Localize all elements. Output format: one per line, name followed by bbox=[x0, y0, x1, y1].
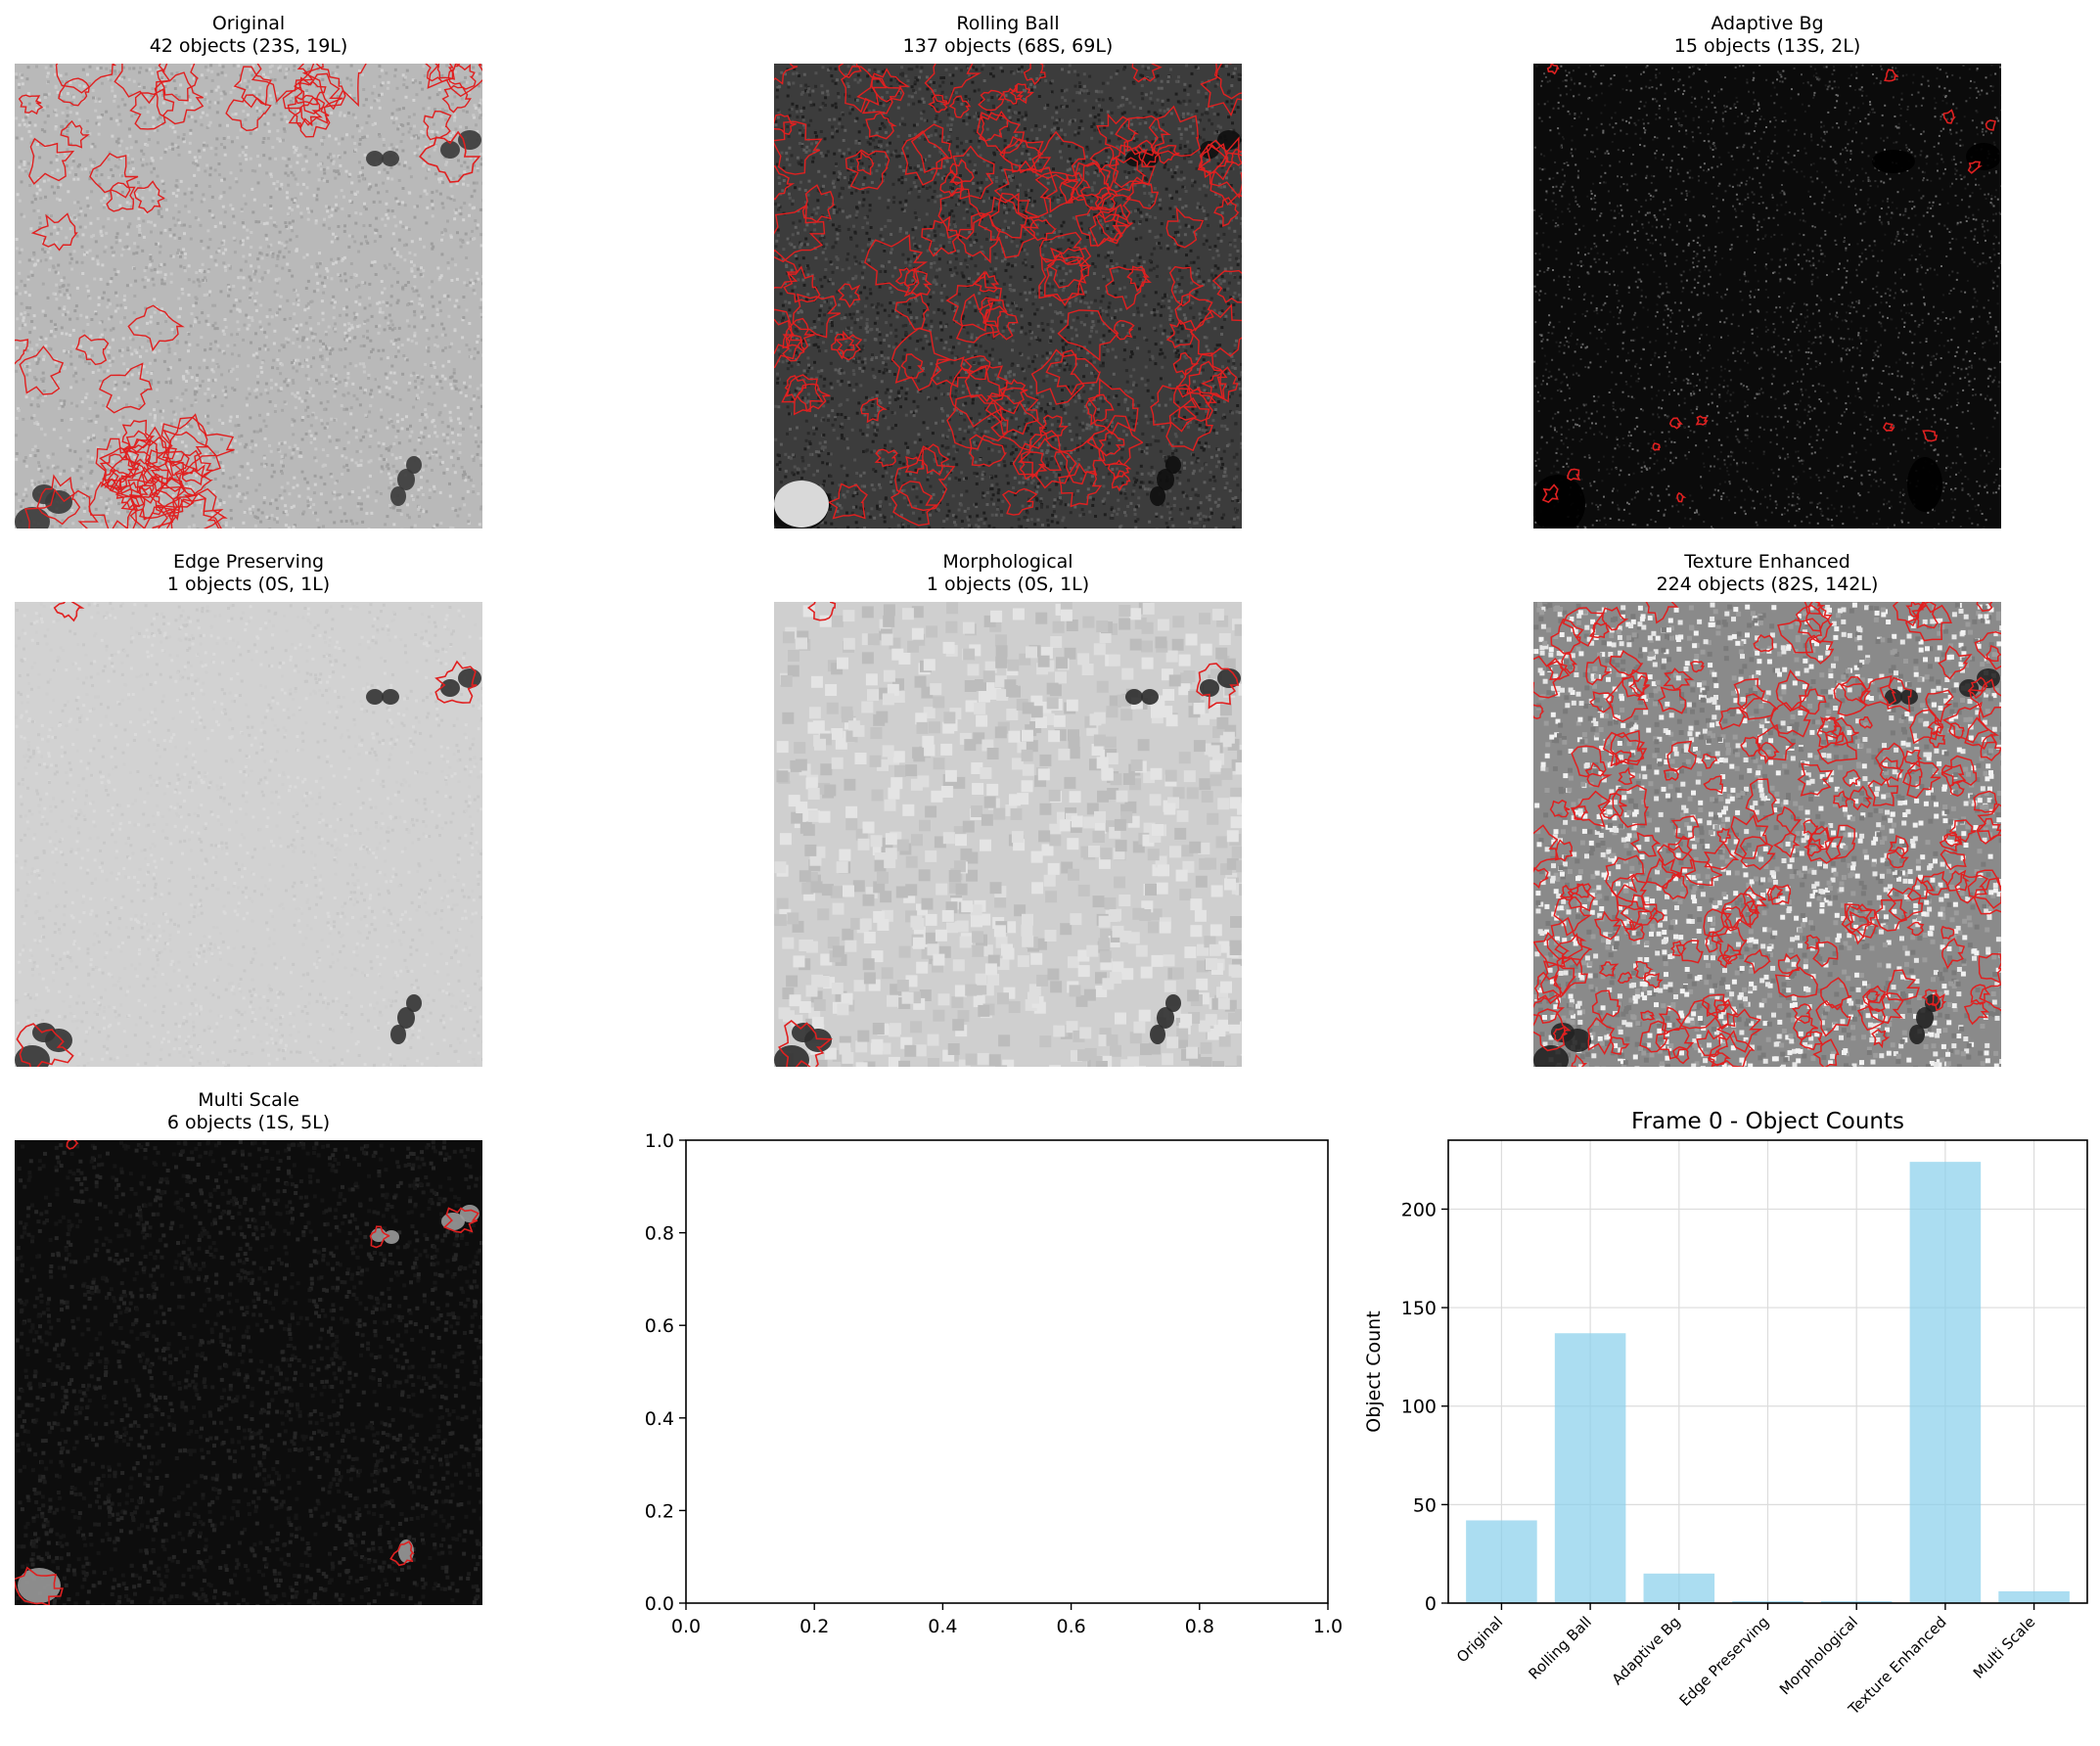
y-tick-label: 1.0 bbox=[645, 1130, 674, 1152]
bar bbox=[1732, 1600, 1803, 1603]
bar bbox=[1643, 1573, 1715, 1603]
y-tick-label: 0.0 bbox=[645, 1593, 674, 1615]
x-tick-label: 0.0 bbox=[671, 1616, 701, 1637]
y-tick-label: 100 bbox=[1401, 1397, 1437, 1418]
panel-title: Original 42 objects (23S, 19L) bbox=[15, 13, 482, 58]
bar bbox=[1820, 1600, 1893, 1603]
bar bbox=[1909, 1162, 1982, 1603]
panel-title: Adaptive Bg 15 objects (13S, 2L) bbox=[1533, 13, 2001, 58]
x-tick-label: 0.8 bbox=[1185, 1616, 1214, 1637]
panel-title: Rolling Ball 137 objects (68S, 69L) bbox=[774, 13, 1242, 58]
x-tick-label: Texture Enhanced bbox=[1845, 1613, 1950, 1719]
x-tick-label: 0.6 bbox=[1056, 1616, 1085, 1637]
y-tick-label: 50 bbox=[1413, 1494, 1437, 1516]
bar bbox=[1554, 1333, 1626, 1603]
panel-image bbox=[15, 602, 482, 1067]
panel-image bbox=[1533, 64, 2001, 528]
panel-image bbox=[774, 64, 1242, 528]
x-tick-label: Rolling Ball bbox=[1525, 1613, 1594, 1682]
y-tick-label: 150 bbox=[1401, 1298, 1437, 1319]
y-tick-label: 0.4 bbox=[645, 1408, 674, 1430]
panel-title: Multi Scale 6 objects (1S, 5L) bbox=[15, 1089, 482, 1134]
panel-image bbox=[15, 64, 482, 528]
y-axis-label: Object Count bbox=[1363, 1310, 1385, 1432]
bar bbox=[1466, 1520, 1537, 1603]
x-tick-label: Multi Scale bbox=[1970, 1613, 2039, 1682]
y-tick-label: 0.6 bbox=[645, 1315, 674, 1337]
x-tick-label: 0.2 bbox=[799, 1616, 829, 1637]
empty-axes-frame bbox=[685, 1139, 1329, 1604]
panel-image bbox=[1533, 602, 2001, 1067]
x-tick-label: Morphological bbox=[1776, 1613, 1861, 1698]
y-tick-label: 0.8 bbox=[645, 1223, 674, 1245]
y-tick-label: 200 bbox=[1401, 1199, 1437, 1220]
x-tick-label: Edge Preserving bbox=[1676, 1613, 1773, 1710]
panel-title: Edge Preserving 1 objects (0S, 1L) bbox=[15, 551, 482, 596]
panel-image bbox=[15, 1140, 482, 1605]
x-tick-label: 0.4 bbox=[928, 1616, 957, 1637]
y-tick-label: 0.2 bbox=[645, 1500, 674, 1522]
x-tick-label: Adaptive Bg bbox=[1609, 1613, 1684, 1688]
x-tick-label: 1.0 bbox=[1313, 1616, 1343, 1637]
panel-title: Morphological 1 objects (0S, 1L) bbox=[774, 551, 1242, 596]
bar bbox=[1998, 1590, 2070, 1603]
panel-title: Texture Enhanced 224 objects (82S, 142L) bbox=[1533, 551, 2001, 596]
y-tick-label: 0 bbox=[1425, 1593, 1437, 1615]
chart-title: Frame 0 - Object Counts bbox=[1631, 1109, 1904, 1134]
x-tick-label: Original bbox=[1453, 1613, 1506, 1666]
panel-image bbox=[774, 602, 1242, 1067]
